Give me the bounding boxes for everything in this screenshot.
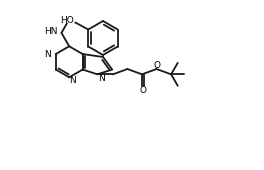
Text: N: N — [98, 74, 105, 83]
Text: O: O — [139, 86, 147, 95]
Text: HO: HO — [60, 16, 74, 25]
Text: O: O — [153, 61, 160, 70]
Text: HN: HN — [44, 27, 58, 36]
Text: N: N — [69, 76, 76, 85]
Text: N: N — [44, 49, 51, 58]
